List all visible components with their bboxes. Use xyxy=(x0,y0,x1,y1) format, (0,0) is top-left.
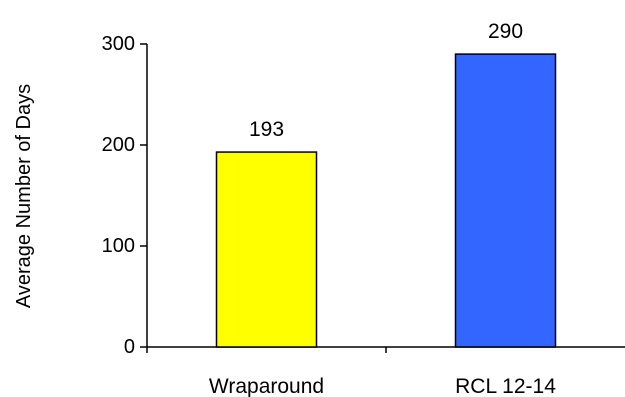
bars xyxy=(215,53,557,348)
y-axis-title: Average Number of Days xyxy=(13,84,35,308)
y-tick-label: 300 xyxy=(102,33,135,55)
bar xyxy=(215,151,318,348)
y-tick-label: 200 xyxy=(102,134,135,156)
bar xyxy=(454,53,557,348)
data-label: 290 xyxy=(488,20,523,43)
category-label: RCL 12-14 xyxy=(455,375,556,397)
labels: 193 Wraparound 290 RCL 12-14 xyxy=(209,20,556,397)
data-label: 193 xyxy=(249,118,284,141)
y-tick-label: 100 xyxy=(102,235,135,257)
y-tick-label: 0 xyxy=(124,336,135,358)
category-label: Wraparound xyxy=(209,375,324,397)
